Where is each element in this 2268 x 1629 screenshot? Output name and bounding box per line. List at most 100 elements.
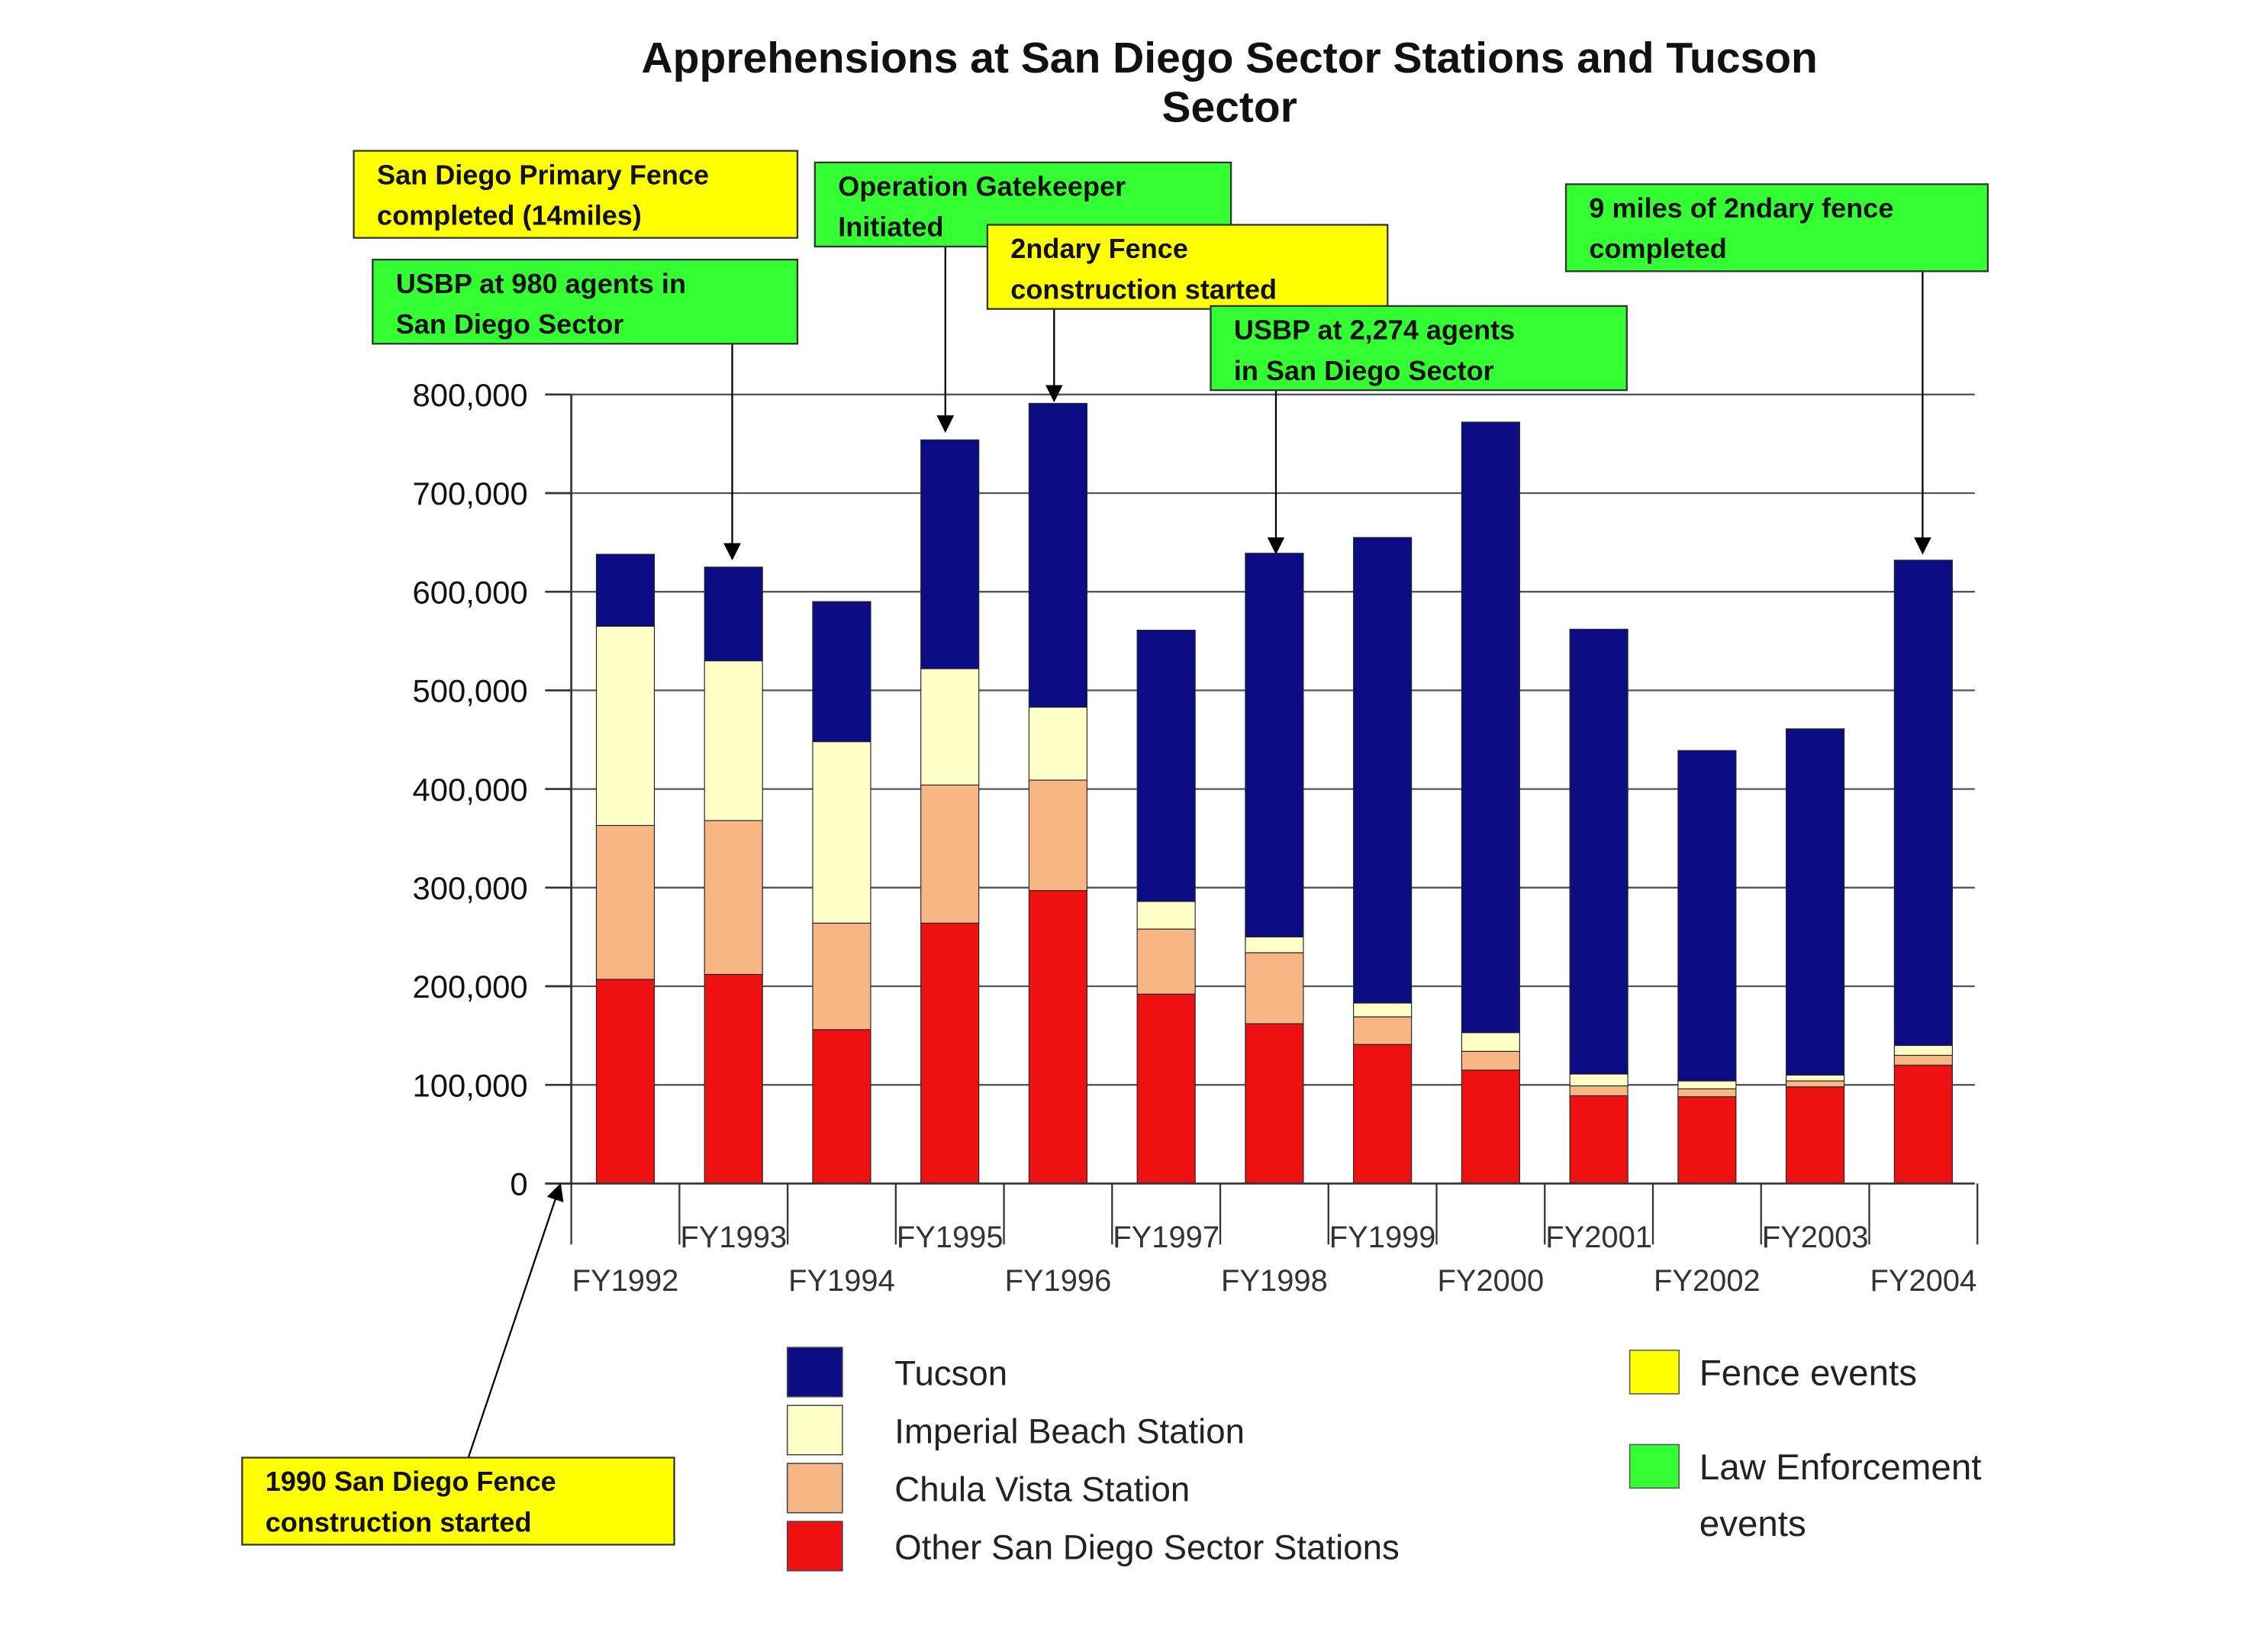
bar-segment (1029, 780, 1087, 891)
bar-segment (1461, 422, 1519, 1033)
x-tick-label: FY1998 (1221, 1264, 1328, 1298)
annotation-text: 9 miles of 2ndary fence (1589, 192, 1893, 224)
event-legend-label: Law Enforcement (1699, 1447, 1982, 1488)
bar-segment (813, 923, 871, 1030)
x-tick-label: FY2000 (1438, 1264, 1545, 1298)
bar-segment (1245, 953, 1303, 1024)
bar-segment (1029, 707, 1087, 780)
bar-segment (1245, 937, 1303, 953)
chart-title-line: Apprehensions at San Diego Sector Statio… (642, 34, 1818, 82)
bar-segment (1137, 929, 1195, 994)
bar-segment (1570, 1085, 1628, 1095)
bar-segment (1894, 560, 1952, 1046)
bar-segment (813, 1030, 871, 1184)
x-tick-label: FY1995 (897, 1221, 1004, 1254)
legend-swatch (788, 1347, 842, 1397)
legend-swatch (788, 1463, 842, 1513)
bar-segment (1461, 1070, 1519, 1184)
bar-segment (1137, 994, 1195, 1183)
bar-segment (596, 626, 654, 825)
x-tick-label: FY1997 (1113, 1221, 1219, 1254)
bar-segment (1137, 902, 1195, 929)
y-tick-label: 600,000 (413, 574, 528, 610)
bar-segment (921, 785, 979, 923)
x-tick-label: FY1993 (680, 1221, 787, 1254)
bar-segment (1678, 1081, 1736, 1089)
annotation-text: completed (1589, 233, 1726, 264)
bar-segment (813, 742, 871, 924)
bar-segment (1786, 1081, 1844, 1087)
bar-segment (1245, 553, 1303, 937)
x-tick-label: FY1996 (1005, 1264, 1112, 1298)
bar-segment (921, 440, 979, 669)
x-tick-label: FY2001 (1545, 1221, 1652, 1254)
y-tick-label: 0 (510, 1166, 527, 1202)
annotation-text: 2ndary Fence (1010, 233, 1188, 264)
x-tick-label: FY1992 (572, 1264, 679, 1298)
y-tick-label: 100,000 (413, 1067, 528, 1103)
bar-segment (1786, 1087, 1844, 1184)
legend-label: Imperial Beach Station (894, 1412, 1245, 1451)
x-tick-label: FY1994 (788, 1264, 895, 1298)
annotation-text: Operation Gatekeeper (838, 171, 1126, 202)
annotation-text: Initiated (838, 211, 943, 243)
bar-segment (1029, 891, 1087, 1184)
bar-segment (1894, 1046, 1952, 1056)
bar-segment (596, 554, 654, 626)
event-legend-label: Fence events (1699, 1353, 1917, 1394)
bar-segment (1678, 750, 1736, 1081)
y-tick-label: 500,000 (413, 673, 528, 709)
bar-segment (1137, 631, 1195, 902)
bar-segment (921, 669, 979, 785)
legend-label: Chula Vista Station (894, 1470, 1190, 1509)
bar-segment (1354, 1017, 1412, 1044)
annotation-text: San Diego Sector (396, 308, 624, 340)
bar-segment (921, 923, 979, 1183)
x-tick-label: FY2004 (1870, 1264, 1976, 1298)
annotation-text: construction started (1010, 273, 1277, 305)
legend-label: Other San Diego Sector Stations (894, 1528, 1399, 1567)
y-tick-label: 200,000 (413, 969, 528, 1005)
bar-segment (704, 567, 762, 661)
annotation-text: San Diego Primary Fence (377, 159, 709, 190)
y-tick-label: 800,000 (413, 377, 528, 413)
bar-segment (1354, 537, 1412, 1003)
annotation-text: USBP at 2,274 agents (1234, 315, 1515, 346)
event-legend-label: events (1699, 1504, 1806, 1544)
bar-segment (1570, 1074, 1628, 1086)
event-legend-swatch (1630, 1350, 1680, 1394)
x-tick-label: FY1999 (1329, 1221, 1436, 1254)
bar-segment (1678, 1097, 1736, 1184)
y-tick-label: 400,000 (413, 772, 528, 808)
bar-segment (1894, 1055, 1952, 1065)
y-tick-label: 300,000 (413, 870, 528, 906)
bar-segment (1678, 1089, 1736, 1096)
bar-segment (596, 979, 654, 1183)
bar-segment (704, 661, 762, 821)
annotation-text: in San Diego Sector (1234, 355, 1494, 386)
bar-segment (704, 821, 762, 975)
bar-segment (813, 602, 871, 741)
annotation-text: USBP at 980 agents in (396, 268, 686, 299)
bar-segment (1354, 1003, 1412, 1017)
bar-segment (1570, 1095, 1628, 1183)
bar-segment (704, 974, 762, 1183)
y-tick-labels: 0 100,000 200,000 300,000 400,000 500,000 600,… (413, 377, 528, 1202)
bar-segment (596, 825, 654, 979)
bar-segment (1786, 1075, 1844, 1081)
bar-segment (1570, 629, 1628, 1074)
legend-swatch (788, 1405, 842, 1455)
event-legend-swatch (1630, 1444, 1680, 1488)
bar-segment (1461, 1033, 1519, 1052)
chart-title-line: Sector (1161, 83, 1297, 132)
annotation-text: 1990 San Diego Fence (266, 1466, 556, 1497)
x-tick-label: FY2002 (1654, 1264, 1761, 1298)
bar-segment (1894, 1065, 1952, 1183)
bar-segment (1786, 729, 1844, 1075)
bar-segment (1029, 403, 1087, 707)
annotation-text: completed (14miles) (377, 200, 642, 231)
y-tick-label: 700,000 (413, 476, 528, 511)
annotation-text: construction started (266, 1506, 532, 1537)
bar-segment (1245, 1024, 1303, 1183)
